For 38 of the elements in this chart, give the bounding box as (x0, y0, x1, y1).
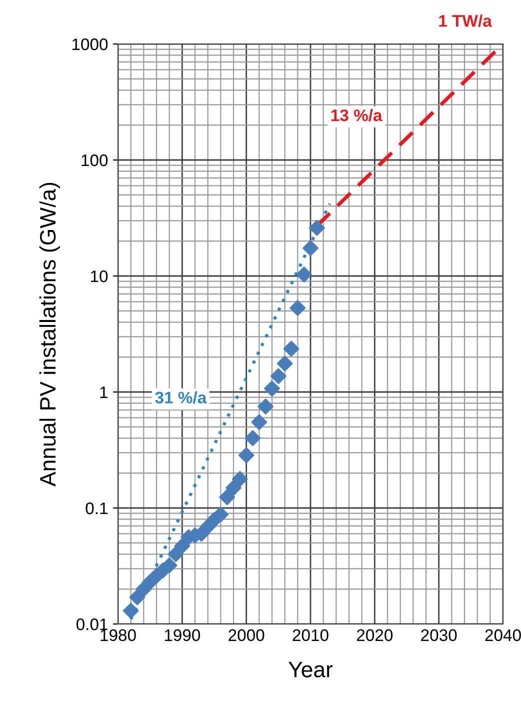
point (244, 430, 261, 446)
x-tick-label: 2020 (356, 629, 393, 642)
point (302, 240, 318, 256)
point (308, 220, 325, 236)
point (219, 489, 236, 506)
x-axis-title: Year (288, 662, 333, 678)
point (290, 300, 306, 316)
y-tick-label: 0.01 (76, 618, 108, 630)
point (174, 538, 190, 554)
y-tick-label: 1 (100, 386, 108, 398)
x-tick-label: 2040 (485, 629, 521, 642)
point (129, 589, 146, 606)
x-tick-label: 2000 (228, 629, 264, 642)
point (168, 546, 184, 562)
y-axis-title: Annual PV installations (GW/a) (39, 182, 60, 486)
y-tick-label: 1000 (72, 38, 108, 50)
x-tick-label: 1980 (100, 629, 136, 642)
y-tick-label: 10 (91, 270, 108, 282)
series-label: 31 %/a (155, 391, 207, 404)
x-tick-label: 1990 (164, 629, 200, 642)
point (226, 480, 242, 496)
y-tick-label: 0.1 (86, 502, 108, 514)
point (122, 602, 139, 619)
series-label: 13 %/a (331, 109, 382, 122)
point (212, 506, 229, 522)
point (264, 380, 280, 397)
point (270, 368, 286, 384)
x-tick-label: 2010 (292, 629, 328, 642)
y-tick-label: 100 (82, 154, 108, 166)
annotation: 1 TW/a (439, 14, 492, 27)
point (276, 356, 293, 372)
point (251, 414, 268, 430)
point (258, 398, 274, 414)
point (283, 340, 300, 357)
point (238, 447, 254, 464)
point (232, 470, 248, 487)
point (296, 266, 312, 282)
x-tick-label: 2030 (421, 629, 457, 642)
